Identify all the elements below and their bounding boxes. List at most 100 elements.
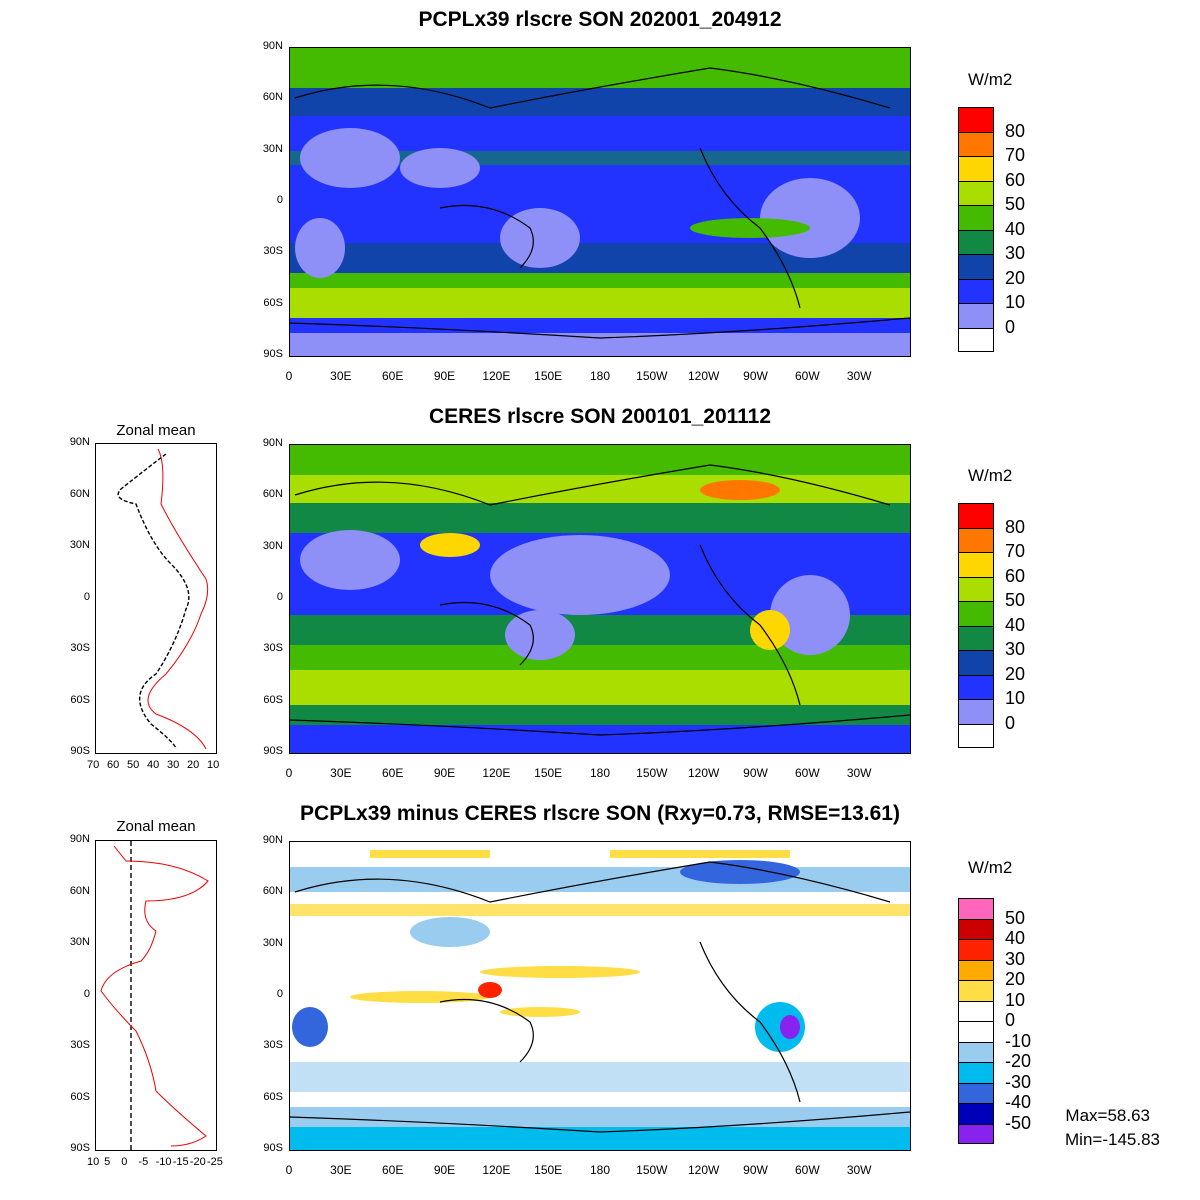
colorbar-label: 40: [1005, 614, 1026, 635]
colorbar-swatch: [958, 503, 994, 528]
colorbar-swatch: [958, 205, 994, 230]
lon-tick-label: 180: [589, 1163, 611, 1177]
lon-tick-label: 30E: [330, 369, 352, 383]
lon-tick-label: 180: [589, 369, 611, 383]
legend3-unit: W/m2: [968, 858, 1013, 877]
colorbar-label: 0: [1005, 712, 1016, 733]
colorbar-label: 30: [1005, 243, 1026, 263]
colorbar-label: 50: [1005, 590, 1026, 610]
colorbar-swatch: [958, 699, 994, 724]
colorbar-label: 70: [1005, 541, 1026, 561]
lon-tick-label: 30W: [846, 369, 872, 383]
colorbar-swatch: [958, 278, 994, 303]
zonal-value-tick: -10: [155, 1156, 172, 1168]
zonal-value-tick: 40: [147, 759, 160, 771]
colorbar-swatch: [958, 131, 994, 156]
colorbar-swatch: [958, 527, 994, 552]
colorbar-1: [958, 107, 994, 352]
lon-tick-label: 120E: [482, 369, 511, 383]
panel3-title: PCPLx39 minus CERES rlscre SON (Rxy=0.73…: [300, 802, 900, 825]
lon-tick-label: 60E: [381, 369, 404, 383]
lon-tick-label: 60E: [381, 766, 404, 780]
colorbar-label: -20: [1005, 1051, 1032, 1071]
colorbar-swatch: [958, 1000, 994, 1021]
colorbar-label: 10: [1005, 688, 1026, 708]
colorbar-swatch: [958, 939, 994, 960]
colorbar-label: 30: [1005, 948, 1026, 969]
map-model-field: [290, 48, 910, 356]
colorbar-3: [958, 898, 994, 1144]
lat-tick-label: 30N: [262, 936, 283, 949]
map-panel-obs: [289, 444, 911, 754]
colorbar-swatch: [958, 576, 994, 601]
lon-tick-label: 120E: [482, 766, 511, 780]
zonal-line-obs: [117, 453, 190, 750]
zonal-lat-tick: 30N: [69, 936, 90, 948]
colorbar-label: 80: [1005, 120, 1026, 141]
zonal-value-tick: -20: [189, 1156, 206, 1168]
map-panel-diff: [289, 841, 911, 1151]
zonal-value-tick: 70: [87, 759, 100, 771]
lat-tick-label: 60N: [262, 488, 283, 501]
colorbar-swatch: [958, 1062, 994, 1083]
lon-tick-label: 30E: [330, 1163, 352, 1177]
zonal-mean-lines-obs: [117, 448, 209, 750]
colorbar-swatch: [958, 723, 994, 748]
lat-tick-label: 30S: [263, 245, 283, 258]
lat-tick-label: 90N: [262, 437, 283, 449]
zonal-value-tick: 0: [121, 1156, 128, 1168]
zonal-value-tick: 10: [87, 1156, 100, 1168]
zonal-lat-tick: 60N: [69, 487, 90, 500]
zonal-value-tick: 30: [167, 759, 180, 771]
lon-tick-label: 60W: [794, 1163, 820, 1177]
colorbar-label: 60: [1005, 565, 1026, 586]
zonal-mean-plot-obs: [95, 443, 217, 754]
zonal-lat-tick: 30N: [69, 539, 90, 551]
lon-tick-label: 150W: [636, 369, 668, 383]
colorbar-swatch: [958, 674, 994, 699]
colorbar-label: 0: [1005, 316, 1016, 337]
colorbar-label: 10: [1005, 292, 1026, 312]
lat-tick-label: 0: [276, 194, 283, 206]
colorbar-swatch: [958, 1123, 994, 1144]
zonal-value-tick: -25: [207, 1156, 223, 1168]
lon-tick-label: 0: [285, 1163, 293, 1177]
colorbar-swatch: [958, 180, 994, 205]
colorbar-label: 40: [1005, 218, 1026, 239]
colorbar-swatch: [958, 1103, 994, 1124]
zonal-value-tick: 50: [127, 759, 140, 771]
zonal-lat-tick: 60S: [70, 1090, 90, 1103]
colorbar-label: 50: [1005, 194, 1026, 214]
colorbar-swatch: [958, 156, 994, 181]
lon-tick-label: 90W: [743, 1163, 768, 1177]
stat-max: Max=58.63: [1065, 1106, 1150, 1125]
lon-tick-label: 150E: [534, 369, 563, 383]
lat-tick-label: 60N: [262, 91, 283, 104]
lat-tick-label: 0: [276, 988, 283, 1000]
legend2-unit: W/m2: [968, 466, 1013, 485]
lon-tick-label: 60W: [794, 369, 820, 383]
colorbar-2: [958, 503, 994, 748]
colorbar-swatch: [958, 625, 994, 650]
legend1-unit: W/m2: [968, 70, 1013, 89]
lon-tick-label: 150W: [636, 1163, 668, 1177]
zonal-lat-tick: 90S: [70, 1142, 90, 1154]
lat-tick-label: 30N: [262, 539, 283, 552]
lat-tick-label: 30S: [263, 642, 283, 655]
colorbar-label: 50: [1005, 907, 1026, 928]
colorbar-swatch: [958, 980, 994, 1001]
zonal2-title: Zonal mean: [116, 818, 196, 835]
colorbar-swatch: [958, 650, 994, 675]
colorbar-label: 0: [1005, 1010, 1016, 1030]
colorbar-swatch: [958, 898, 994, 919]
lon-tick-label: 30W: [846, 1163, 872, 1177]
lon-tick-label: 180: [589, 766, 611, 780]
zonal-value-tick: -5: [138, 1156, 149, 1168]
colorbar-swatch: [958, 303, 994, 328]
lat-tick-label: 60S: [263, 693, 283, 706]
colorbar-swatch: [958, 229, 994, 254]
map-obs-field: [290, 445, 910, 753]
colorbar-swatch: [958, 327, 994, 352]
lon-tick-label: 120W: [687, 1163, 720, 1177]
panel1-title: PCPLx39 rlscre SON 202001_204912: [418, 8, 782, 31]
